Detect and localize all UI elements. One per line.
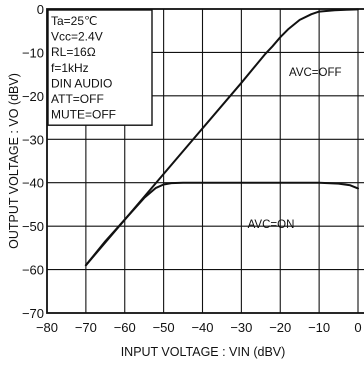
condition-text: ATT=OFF (51, 92, 104, 106)
x-tick-label: −80 (36, 320, 58, 335)
series-lines (84, 8, 359, 267)
condition-text: f=1kHz (51, 61, 89, 75)
series-line-avc-on (84, 181, 359, 267)
x-tick-label: −60 (114, 320, 136, 335)
x-tick-label: −50 (153, 320, 175, 335)
y-tick-label: −40 (22, 176, 44, 191)
y-axis-title: OUTPUT VOLTAGE : VO (dBV) (7, 73, 21, 249)
plot-frame (46, 8, 364, 314)
y-tick-label: 0 (37, 2, 44, 17)
annotation-avc-off: AVC=OFF (289, 67, 342, 79)
x-tick-label: −30 (230, 320, 252, 335)
y-tick-label: −60 (22, 263, 44, 278)
x-tick-label: −40 (191, 320, 213, 335)
axis-ticks: −80 −70 −60 −50 −40 −30 −20 −10 00−10−20−30−40−5… (22, 2, 362, 335)
x-tick-label: −10 (308, 320, 330, 335)
condition-text: MUTE=OFF (51, 108, 116, 122)
x-tick-label: −70 (75, 320, 97, 335)
y-tick-label: −30 (22, 132, 44, 147)
series-line-avc-off (84, 8, 359, 267)
x-axis-title: INPUT VOLTAGE : VIN (dBV) (121, 345, 286, 359)
condition-text: Ta=25℃ (51, 14, 98, 28)
condition-text: RL=16Ω (51, 45, 96, 59)
y-tick-label: −20 (22, 89, 44, 104)
condition-text: Vcc=2.4V (51, 30, 103, 44)
y-tick-label: −10 (22, 45, 44, 60)
condition-text: DIN AUDIO (51, 76, 112, 90)
x-tick-label: 0 (354, 320, 361, 335)
annotation-avc-on: AVC=ON (248, 219, 295, 231)
grid (47, 9, 364, 313)
x-tick-label: −20 (269, 320, 291, 335)
y-tick-label: −50 (22, 219, 44, 234)
conditions-frame (47, 9, 153, 126)
annotations: AVC=OFF AVC=ON (248, 67, 342, 231)
y-tick-label: −70 (22, 306, 44, 321)
